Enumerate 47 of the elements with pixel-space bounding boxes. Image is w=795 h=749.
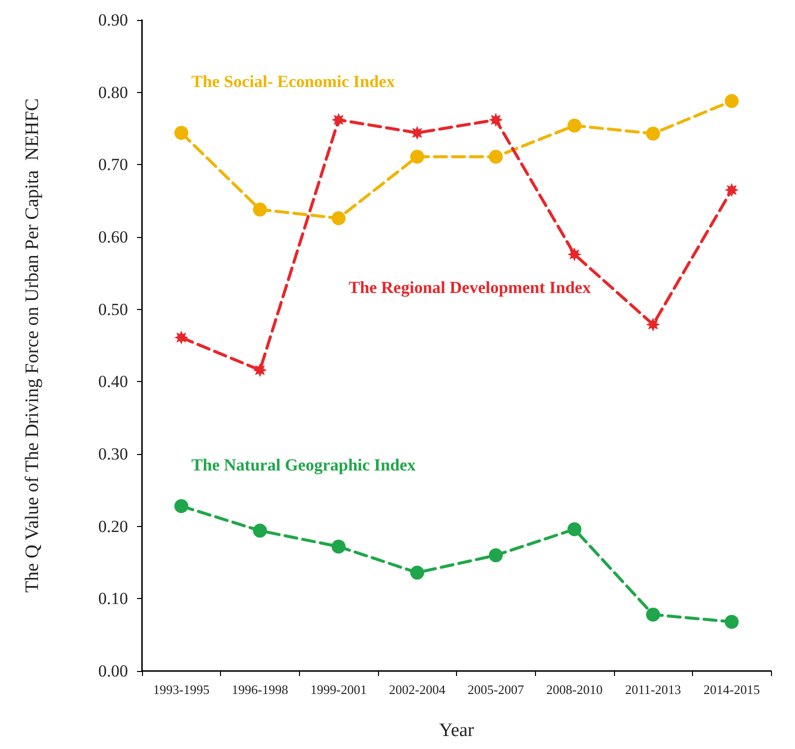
y-tick-label: 0.90 bbox=[98, 10, 128, 30]
point bbox=[567, 118, 582, 133]
point bbox=[567, 247, 582, 262]
x-tick-label: 1993-1995 bbox=[153, 682, 210, 697]
x-tick-label: 2005-2007 bbox=[468, 682, 524, 697]
x-tick-label: 2014-2015 bbox=[704, 682, 760, 697]
point bbox=[252, 524, 267, 538]
point bbox=[724, 614, 739, 629]
point bbox=[332, 211, 346, 226]
point bbox=[567, 522, 582, 536]
y-tick-label: 0.60 bbox=[98, 228, 128, 246]
point bbox=[174, 330, 188, 345]
point bbox=[174, 499, 188, 514]
point bbox=[646, 318, 660, 332]
y-tick-label: 0.20 bbox=[98, 516, 128, 536]
x-tick-label: 2011-2013 bbox=[625, 682, 681, 697]
point bbox=[724, 182, 739, 197]
point bbox=[488, 548, 503, 562]
series-label: The Natural Geographic Index bbox=[191, 455, 416, 474]
x-tick-label: 1999-2001 bbox=[310, 682, 367, 697]
point bbox=[252, 202, 267, 217]
y-tick-label: 0.80 bbox=[98, 82, 128, 102]
point bbox=[410, 126, 424, 140]
point bbox=[174, 126, 188, 140]
y-tick-label: 0.00 bbox=[98, 662, 128, 680]
y-tick-label: 0.10 bbox=[98, 589, 128, 608]
point bbox=[410, 566, 424, 580]
x-tick-label: 2008-2010 bbox=[546, 682, 603, 697]
y-tick-label: 0.50 bbox=[98, 300, 128, 319]
x-tick-label: 2002-2004 bbox=[389, 682, 446, 697]
y-axis-title: The Q Value of The Driving Force on Urban Per Capita NEHFC bbox=[22, 98, 43, 593]
x-tick-label: 1996-1998 bbox=[232, 682, 288, 697]
point bbox=[332, 112, 346, 127]
text: The Social- Economic Index bbox=[191, 72, 396, 91]
point bbox=[724, 94, 739, 108]
point bbox=[488, 150, 503, 164]
x-axis-title: Year bbox=[438, 720, 475, 741]
point bbox=[646, 126, 660, 141]
point bbox=[332, 540, 346, 554]
point bbox=[410, 150, 424, 164]
point bbox=[252, 363, 267, 378]
point bbox=[646, 608, 660, 622]
point bbox=[488, 112, 503, 127]
y-tick-label: 0.70 bbox=[98, 155, 128, 174]
y-tick-label: 0.30 bbox=[98, 444, 128, 464]
y-tick-label: 0.40 bbox=[98, 372, 128, 392]
series-label: The Regional Development Index bbox=[348, 278, 592, 298]
